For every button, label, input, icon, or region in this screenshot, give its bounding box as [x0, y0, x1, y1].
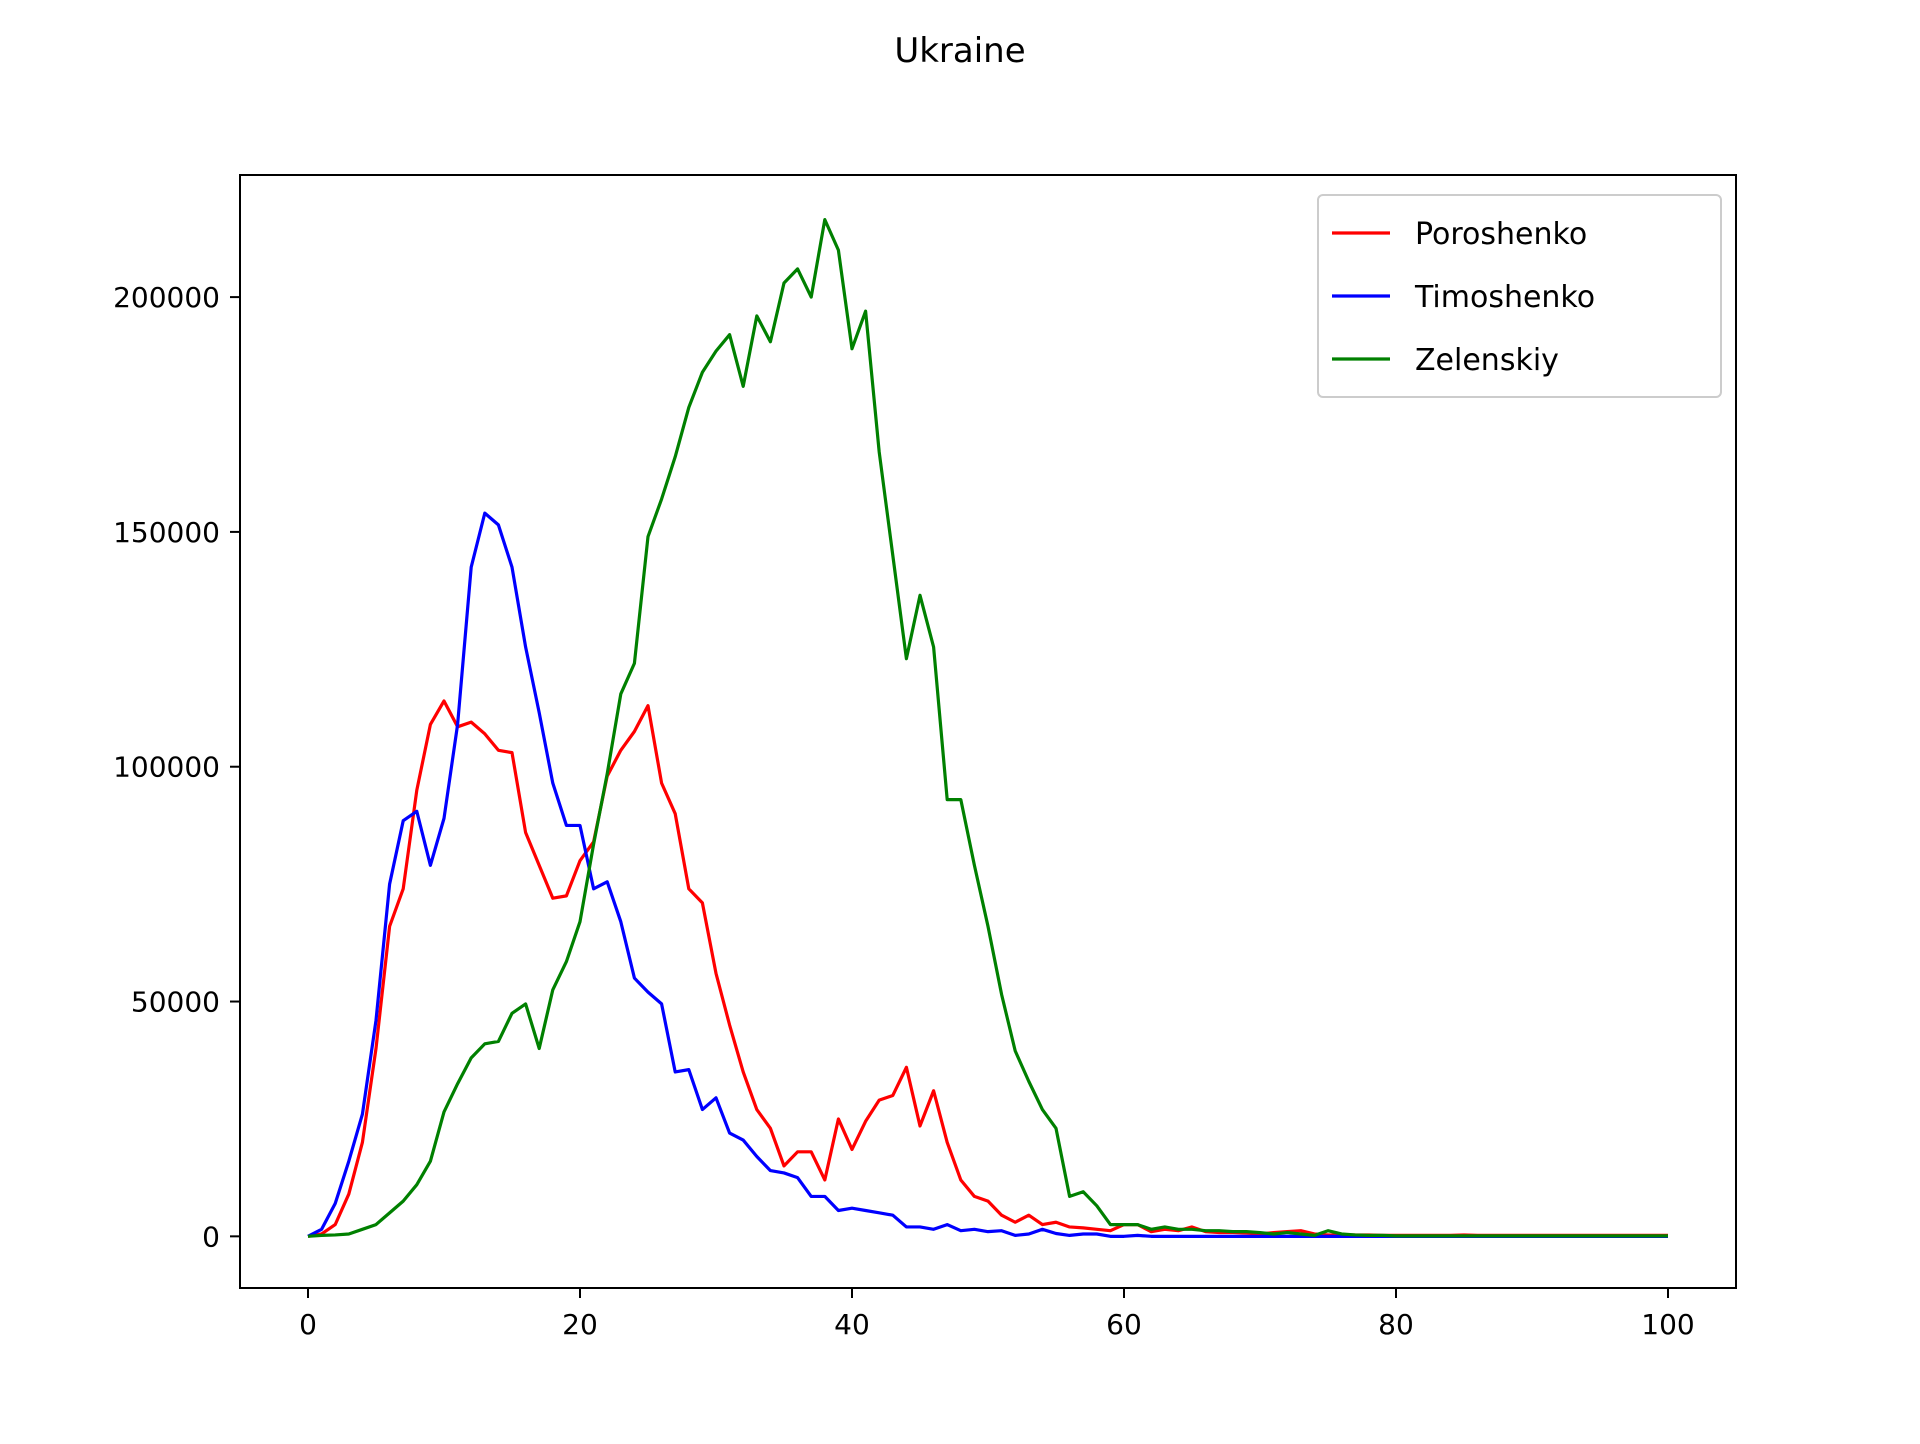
y-tick-label: 100000: [113, 751, 220, 784]
y-tick-label: 150000: [113, 516, 220, 549]
x-tick-label: 80: [1378, 1308, 1414, 1341]
x-tick-label: 20: [562, 1308, 598, 1341]
plot-frame: [239, 174, 1737, 1289]
y-tick-label: 200000: [113, 281, 220, 314]
x-tick-label: 100: [1641, 1308, 1694, 1341]
legend-box: [1317, 194, 1722, 398]
legend-label-timoshenko: Timoshenko: [1414, 280, 1595, 315]
legend-label-poroshenko: Poroshenko: [1415, 217, 1587, 252]
x-tick-label: 0: [299, 1308, 317, 1341]
y-axis: 0 50000 100000 150000 200000: [113, 281, 240, 1253]
series-line-zelenskiy: [307, 218, 1668, 1238]
x-axis: 0 20 40 60 80 100: [299, 1288, 1695, 1341]
x-tick-label: 60: [1106, 1308, 1142, 1341]
y-tick-label: 0: [202, 1220, 220, 1253]
x-tick-label: 40: [834, 1308, 870, 1341]
y-tick-label: 50000: [131, 986, 220, 1019]
legend: Poroshenko Timoshenko Zelenskiy: [1317, 194, 1722, 398]
chart-title: Ukraine: [894, 31, 1025, 71]
series-layer: [307, 218, 1668, 1238]
legend-label-zelenskiy: Zelenskiy: [1415, 343, 1559, 378]
